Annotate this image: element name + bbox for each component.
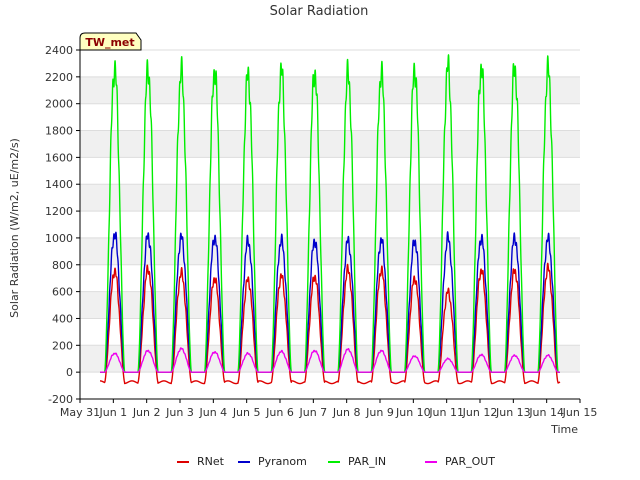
y-tick-label: 1600 (45, 151, 73, 164)
x-tick-label: Jun 14 (528, 406, 564, 419)
x-tick-label: Jun 7 (298, 406, 327, 419)
grid-band (80, 345, 580, 373)
plot-background (80, 50, 580, 399)
y-tick-label: -200 (48, 393, 73, 406)
grid-band (80, 76, 580, 104)
y-tick-label: 600 (52, 286, 73, 299)
x-tick-label: Jun 13 (495, 406, 531, 419)
site-badge-box (79, 32, 142, 51)
x-tick-label: Jun 6 (265, 406, 294, 419)
series-line-rnet (99, 262, 561, 385)
series-line-par-out (99, 347, 561, 373)
grid-band (80, 130, 580, 158)
legend-label: PAR_OUT (445, 455, 495, 468)
y-tick-label: 2200 (45, 71, 73, 84)
site-badge: TW_met (79, 32, 142, 51)
axes: -200 0 200 400 600 800 1000 1200 1400 1600 1800 200… (45, 44, 597, 419)
y-tick-label: 2400 (45, 44, 73, 57)
y-tick-label: 1000 (45, 232, 73, 245)
x-tick-label: Jun 2 (132, 406, 161, 419)
x-tick-label: Jun 11 (428, 406, 464, 419)
x-tick-label: Jun 1 (98, 406, 127, 419)
y-tick-label: 400 (52, 312, 73, 325)
y-tick-label: 1200 (45, 205, 73, 218)
site-badge-label: TW_met (85, 36, 134, 49)
chart-title: Solar Radiation (270, 4, 369, 19)
legend-label: PAR_IN (348, 455, 386, 468)
x-tick-label: Jun 9 (365, 406, 394, 419)
y-tick-label: 800 (52, 259, 73, 272)
y-tick-label: 1800 (45, 125, 73, 138)
x-tick-label: Jun 3 (165, 406, 194, 419)
x-tick-label: Jun 8 (332, 406, 361, 419)
x-tick-label: Jun 15 (562, 406, 598, 419)
x-tick-label: May 31 (60, 406, 100, 419)
y-tick-label: 2000 (45, 98, 73, 111)
x-tick-label: Jun 4 (198, 406, 227, 419)
y-tick-label: 0 (66, 366, 73, 379)
x-tick-label: Jun 5 (232, 406, 261, 419)
x-tick-label: Jun 12 (462, 406, 498, 419)
legend-label: Pyranom (258, 455, 307, 468)
grid-band (80, 237, 580, 265)
grid-band (80, 291, 580, 319)
grid-band (80, 184, 580, 212)
legend-label: RNet (197, 455, 225, 468)
y-tick-label: 1400 (45, 178, 73, 191)
y-axis-title: Solar Radiation (W/m2, uE/m2/s) (8, 138, 21, 318)
y-tick-label: 200 (52, 339, 73, 352)
x-tick-label: Jun 10 (395, 406, 431, 419)
plot-area (80, 50, 580, 399)
x-axis-title: Time (550, 423, 578, 436)
series-lines (99, 54, 561, 385)
legend: RNet Pyranom PAR_IN PAR_OUT (177, 455, 495, 468)
